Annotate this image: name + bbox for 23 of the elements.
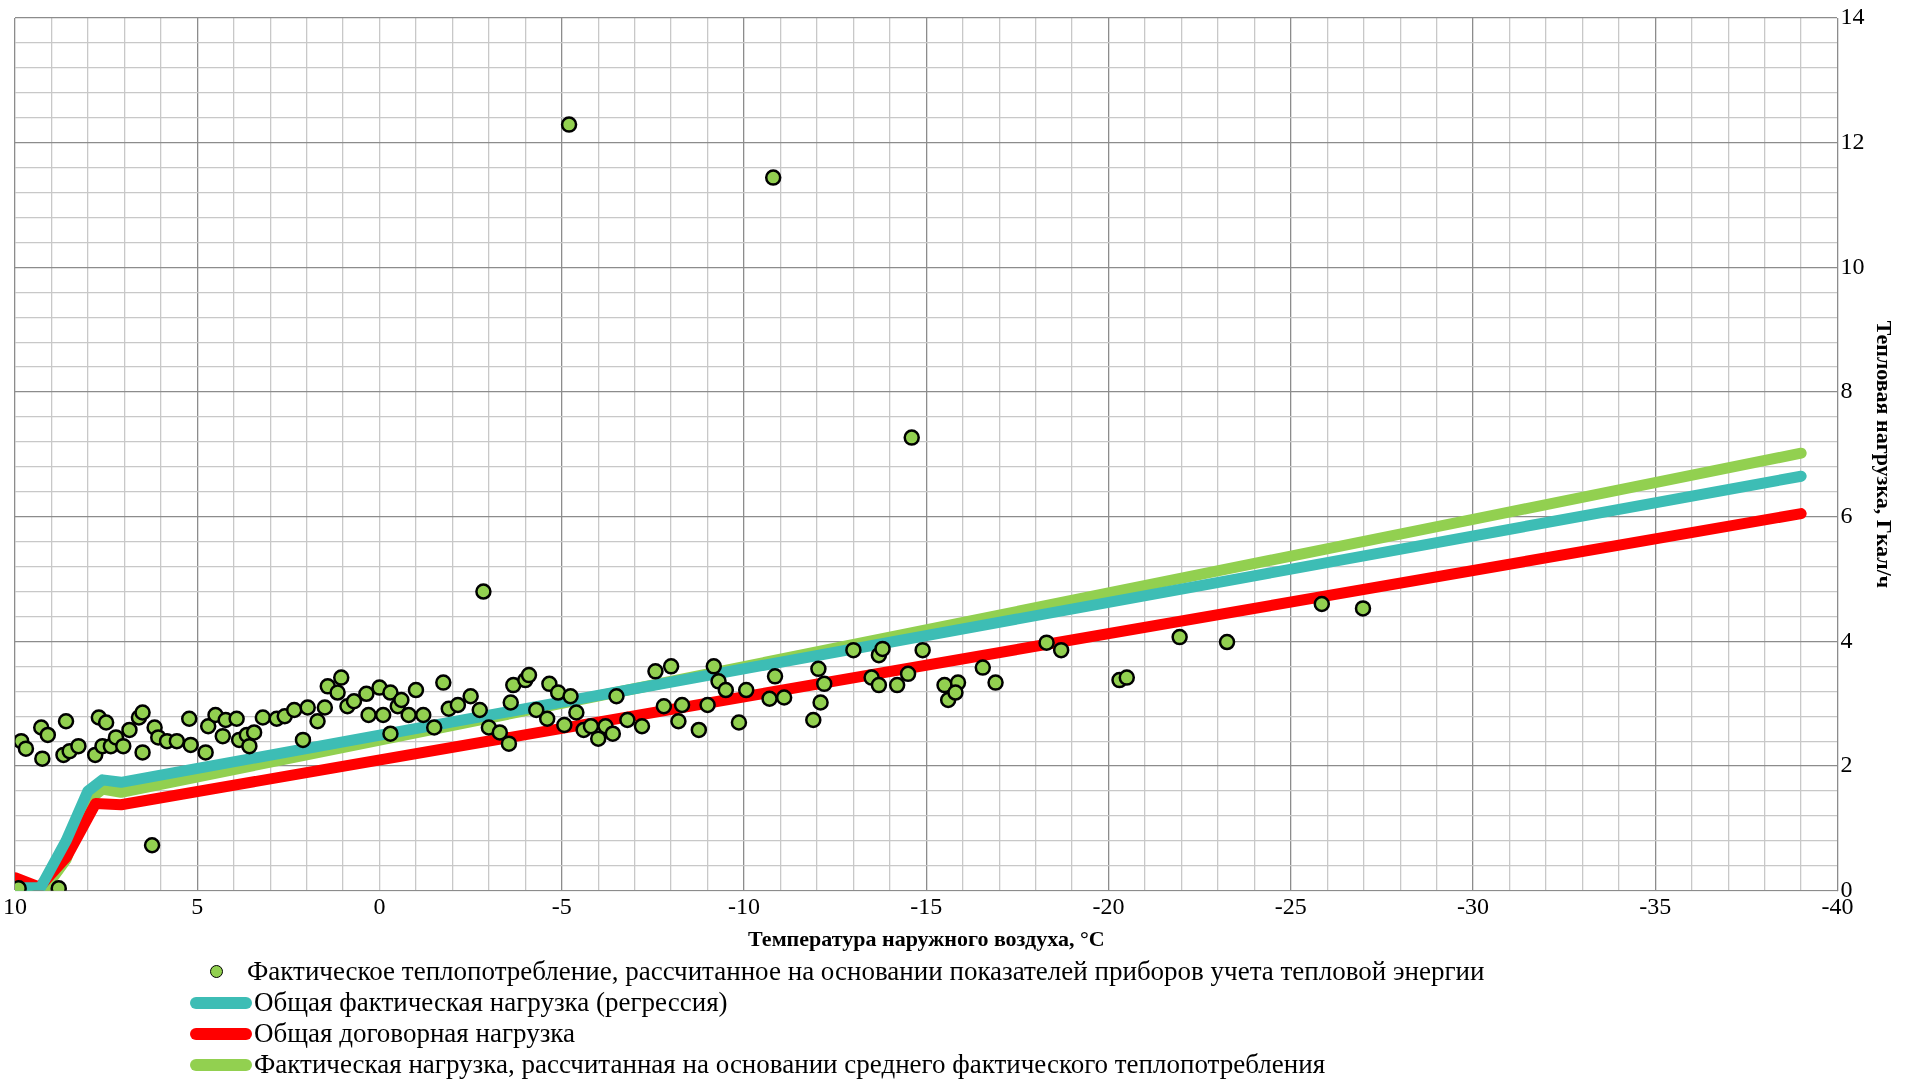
x-tick-label: -10	[728, 893, 761, 920]
legend-label: Общая фактическая нагрузка (регрессия)	[254, 987, 728, 1018]
y-tick-label: 8	[1840, 377, 1853, 404]
x-tick-label: -35	[1639, 893, 1672, 920]
x-tick-label: -5	[551, 893, 572, 920]
x-tick-label: -30	[1457, 893, 1490, 920]
x-tick-label: 5	[191, 893, 204, 920]
x-tick-label: -15	[910, 893, 943, 920]
legend-label: Фактическая нагрузка, рассчитанная на основании среднего фактического теплопотребления	[254, 1049, 1326, 1080]
y-axis-title: Тепловая нагрузка, Гкал/ч	[1872, 320, 1898, 589]
x-tick-label: -25	[1274, 893, 1307, 920]
y-tick-label: 14	[1840, 3, 1865, 30]
y-tick-label: 2	[1840, 751, 1853, 778]
x-tick-label: 0	[373, 893, 386, 920]
y-tick-label: 12	[1840, 127, 1865, 154]
y-tick-label: 6	[1840, 502, 1853, 529]
legend-label: Фактическое теплопотребление, рассчитанное на основании показателей приборов учета тепловой энергии	[247, 956, 1485, 987]
y-tick-label: 4	[1840, 626, 1853, 653]
x-tick-label: 10	[3, 893, 27, 920]
y-tick-label: 10	[1840, 252, 1865, 279]
x-axis-title: Температура наружного воздуха, °С	[748, 926, 1105, 952]
legend-label: Общая договорная нагрузка	[254, 1018, 575, 1049]
x-tick-label: -20	[1092, 893, 1125, 920]
